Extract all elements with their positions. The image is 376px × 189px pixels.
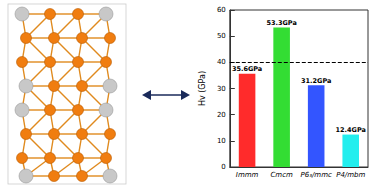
svg-text:0: 0 [221,163,225,171]
svg-text:31.2GPa: 31.2GPa [301,77,331,85]
svg-text:30: 30 [217,85,226,93]
svg-text:53.3GPa: 53.3GPa [266,19,296,27]
svg-text:Cmcm: Cmcm [270,171,293,179]
svg-text:Hv (GPa): Hv (GPa) [198,71,207,106]
svg-text:20: 20 [217,111,226,119]
svg-text:10: 10 [217,137,226,145]
svg-text:Immm: Immm [236,171,259,179]
svg-text:12.4GPa: 12.4GPa [336,126,366,134]
svg-text:P6₃/mmc: P6₃/mmc [301,171,332,179]
svg-text:P4/mbm: P4/mbm [336,171,365,179]
svg-text:40: 40 [217,58,226,66]
svg-text:35.6GPa: 35.6GPa [232,65,262,73]
svg-text:50: 50 [217,32,226,40]
svg-text:60: 60 [217,6,226,14]
